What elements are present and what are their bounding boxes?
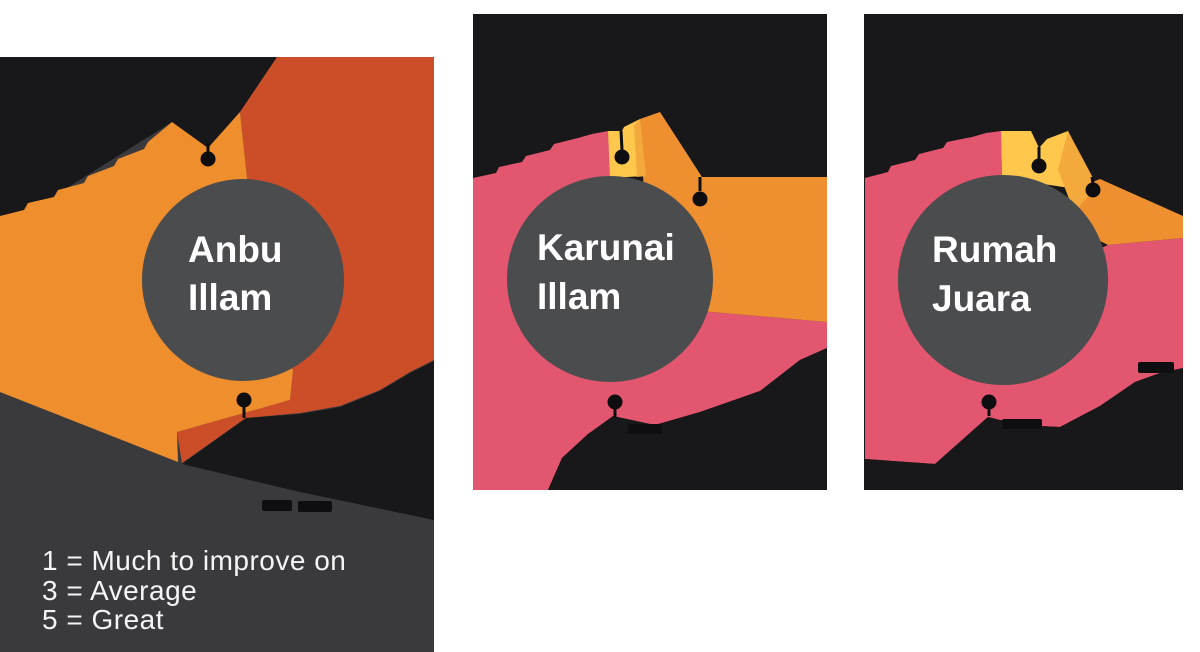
- callout-dot: [692, 191, 708, 207]
- center-circle: [507, 176, 713, 382]
- rating-legend: 1 = Much to improve on 3 = Average 5 = G…: [42, 545, 346, 635]
- chart-title-line1: Anbu: [188, 229, 283, 270]
- legend-line-1: 1 = Much to improve on: [42, 545, 346, 576]
- callout-stem: [619, 130, 624, 151]
- obscured-label-blob: [1002, 419, 1042, 429]
- center-circle: [142, 179, 344, 381]
- center-circle: [898, 175, 1108, 385]
- callout-dot: [200, 151, 216, 167]
- radar-region-gold: [634, 119, 646, 177]
- legend-line-3: 5 = Great: [42, 604, 164, 635]
- chart-title-line2: Illam: [188, 277, 272, 318]
- chart-rumah-juara: Rumah Juara: [864, 14, 1183, 490]
- obscured-label-blob: [298, 501, 332, 512]
- chart-title-line1: Karunai: [537, 227, 675, 268]
- callout-dot: [236, 392, 252, 408]
- callout-dot: [607, 394, 623, 410]
- obscured-label-blob: [262, 500, 292, 511]
- radar-region-dark-band: [182, 361, 434, 520]
- legend-line-2: 3 = Average: [42, 575, 197, 606]
- callout-dot: [1031, 158, 1047, 174]
- chart-title-line1: Rumah: [932, 229, 1057, 270]
- chart-anbu-illam: Anbu Illam 1 = Much to improve on 3 = Av…: [0, 57, 434, 652]
- callout-dot: [1085, 182, 1101, 198]
- chart-title-line2: Illam: [537, 276, 621, 317]
- obscured-label-blob: [628, 424, 662, 434]
- callout-dot: [614, 149, 630, 165]
- radar-region-dark-bottom: [548, 348, 827, 490]
- chart-title-line2: Juara: [932, 278, 1031, 319]
- obscured-label-blob: [1138, 362, 1174, 373]
- callout-dot: [981, 394, 997, 410]
- chart-karunai-illam: Karunai Illam: [473, 14, 827, 490]
- radar-region-dark: [0, 57, 277, 230]
